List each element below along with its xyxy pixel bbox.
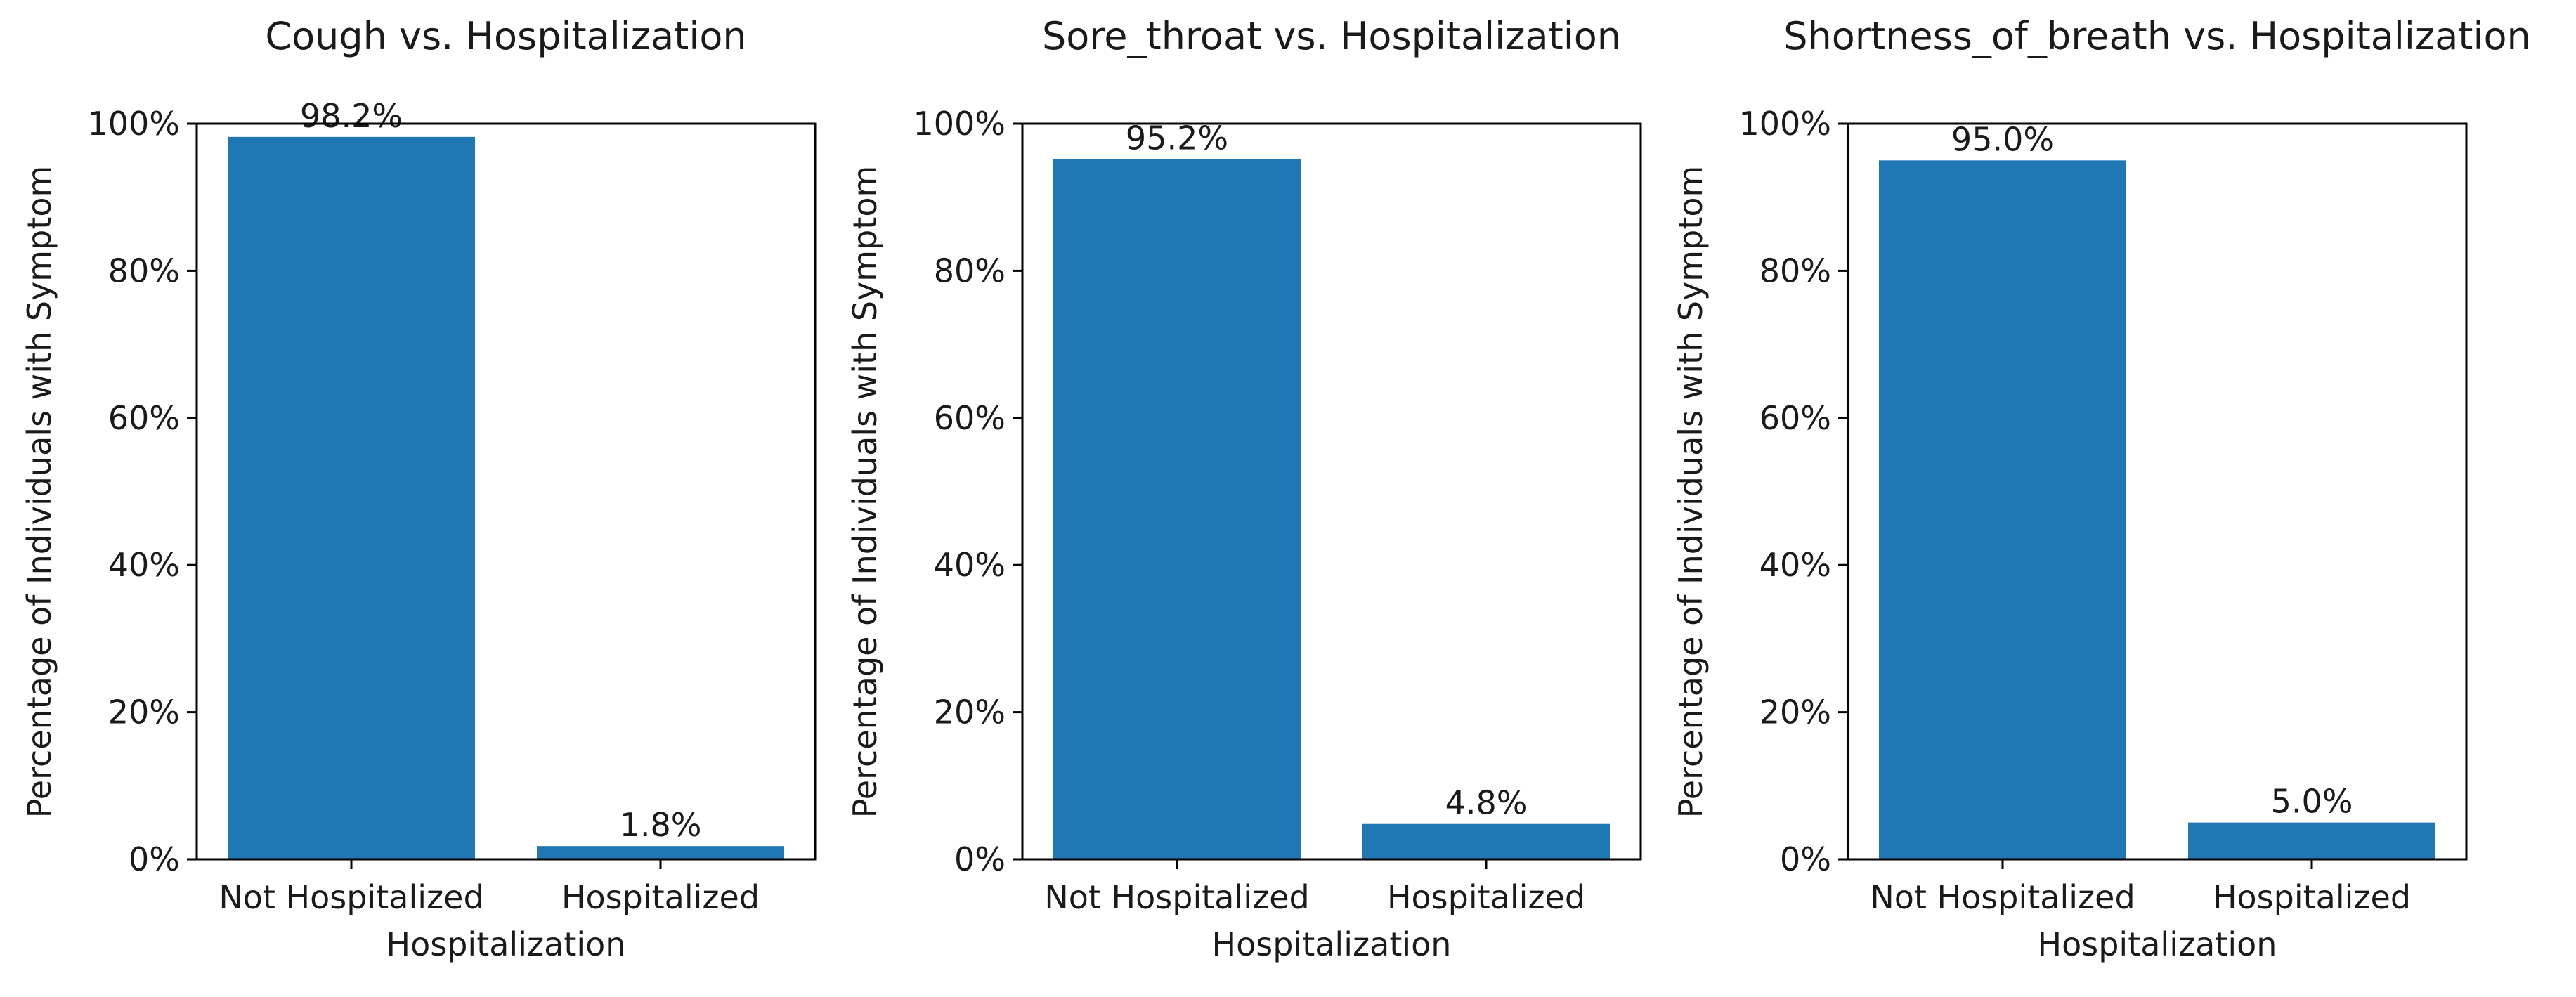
bar-hospitalized [1362, 823, 1610, 859]
data-label: 95.0% [1951, 120, 2054, 158]
y-tick-label: 80% [934, 252, 1006, 289]
data-label: 5.0% [2271, 783, 2353, 821]
plot-frame [1847, 122, 2468, 861]
y-tick-label: 100% [87, 105, 180, 143]
chart-title: Shortness_of_breath vs. Hospitalization [1783, 14, 2530, 58]
y-tick-label: 0% [1780, 840, 1831, 878]
x-tick-label: Not Hospitalized [1870, 878, 2135, 916]
panel-2: Sore_throat vs. Hospitalization 0% 20% 40%… [846, 14, 1642, 963]
x-axis-label: Hospitalization [1212, 925, 1452, 963]
bars: 98.2% Not Hospitalized 1.8% Hospitalized [219, 97, 784, 916]
y-tick-label: 60% [108, 399, 180, 437]
bar-hospitalized [2188, 822, 2435, 859]
data-label: 95.2% [1126, 119, 1228, 157]
x-tick-label: Hospitalized [561, 878, 760, 916]
x-axis-label: Hospitalization [2038, 925, 2277, 963]
bar-not-hospitalized [228, 136, 475, 860]
plot-frame [195, 122, 817, 861]
y-axis-ticks: 0% 20% 40% 60% 80% 100% [913, 105, 1022, 878]
y-axis-label: Percentage of Individuals with Symptom [20, 166, 58, 819]
y-tick-label: 20% [934, 693, 1006, 731]
panel-1: Cough vs. Hospitalization 0% 20% 40% 60% 80%… [20, 14, 817, 963]
y-tick-label: 40% [934, 546, 1006, 584]
y-tick-label: 60% [934, 399, 1006, 437]
bars: 95.0% Not Hospitalized 5.0% Hospitalized [1870, 120, 2435, 916]
y-tick-label: 40% [1759, 546, 1831, 584]
y-tick-label: 0% [954, 840, 1006, 878]
chart-title: Sore_throat vs. Hospitalization [1042, 14, 1621, 58]
x-axis-label: Hospitalization [386, 925, 626, 963]
y-tick-label: 100% [913, 105, 1006, 143]
x-tick-label: Not Hospitalized [219, 878, 483, 916]
y-tick-label: 80% [1759, 252, 1831, 289]
data-label: 4.8% [1445, 784, 1528, 822]
y-axis-ticks: 0% 20% 40% 60% 80% 100% [1738, 105, 1848, 878]
y-tick-label: 80% [108, 252, 180, 289]
bar-hospitalized [537, 846, 784, 859]
bar-not-hospitalized [1879, 160, 2126, 860]
panel-3: Shortness_of_breath vs. Hospitalization … [1672, 14, 2531, 963]
chart-title: Cough vs. Hospitalization [265, 14, 746, 58]
y-tick-label: 20% [108, 693, 180, 731]
plot-frame [1021, 122, 1642, 861]
bar-not-hospitalized [1053, 159, 1301, 860]
data-label: 1.8% [620, 806, 702, 844]
y-tick-label: 20% [1759, 693, 1831, 731]
y-axis-ticks: 0% 20% 40% 60% 80% 100% [87, 105, 197, 878]
y-tick-label: 60% [1759, 399, 1831, 437]
y-axis-label: Percentage of Individuals with Symptom [846, 166, 884, 819]
y-axis-label: Percentage of Individuals with Symptom [1672, 166, 1710, 819]
y-tick-label: 100% [1738, 105, 1831, 143]
y-tick-label: 40% [108, 546, 180, 584]
x-tick-label: Not Hospitalized [1044, 878, 1309, 916]
x-tick-label: Hospitalized [2213, 878, 2411, 916]
y-tick-label: 0% [129, 840, 180, 878]
x-tick-label: Hospitalized [1387, 878, 1585, 916]
data-label: 98.2% [300, 97, 403, 135]
bars: 95.2% Not Hospitalized 4.8% Hospitalized [1044, 119, 1610, 916]
